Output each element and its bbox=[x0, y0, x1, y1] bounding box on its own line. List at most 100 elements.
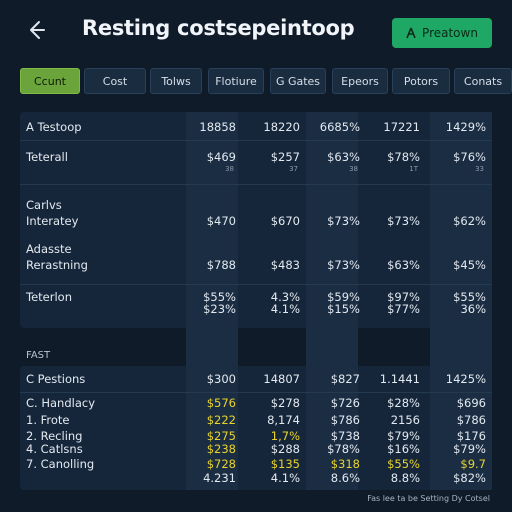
column-band bbox=[306, 112, 358, 490]
table-cell: 1429% bbox=[445, 120, 486, 134]
table-cell: $728 bbox=[206, 457, 236, 471]
table-cell: 2156 bbox=[390, 413, 420, 427]
cell-subtext: 33 bbox=[475, 165, 484, 173]
table-cell: $222 bbox=[206, 413, 236, 427]
table-cell: 17221 bbox=[383, 120, 420, 134]
table-cell: $788 bbox=[206, 258, 236, 272]
table-cell: 36% bbox=[460, 302, 486, 316]
row-label: 7. Canolling bbox=[26, 457, 95, 471]
table-cell: $483 bbox=[270, 258, 300, 272]
user-icon bbox=[406, 27, 416, 39]
row-label: C Pestions bbox=[26, 372, 86, 386]
table-cell: $73% bbox=[327, 214, 360, 228]
row-label: C. Handlacy bbox=[26, 396, 95, 410]
table-cell: 1425% bbox=[445, 372, 486, 386]
table-cell: 6685% bbox=[319, 120, 360, 134]
tab-cost[interactable]: Cost bbox=[84, 68, 146, 94]
table-cell: 18858 bbox=[199, 120, 236, 134]
table-cell: 4.1% bbox=[270, 471, 300, 485]
row-label: Interatey bbox=[26, 214, 79, 228]
row-label: 4. Catlsns bbox=[26, 442, 83, 456]
column-band bbox=[186, 112, 238, 490]
table-panel-top bbox=[20, 112, 492, 328]
back-arrow-icon[interactable] bbox=[24, 18, 48, 42]
divider bbox=[20, 284, 492, 285]
table-panel-bottom bbox=[20, 366, 492, 490]
table-cell: $469 bbox=[206, 150, 236, 164]
table-cell: 1,7% bbox=[270, 429, 300, 443]
table-cell: $726 bbox=[330, 396, 360, 410]
table-cell: $73% bbox=[387, 214, 420, 228]
table-cell: 8.6% bbox=[330, 471, 360, 485]
tab-epeors[interactable]: Epeors bbox=[332, 68, 388, 94]
row-label: Rerastning bbox=[26, 258, 88, 272]
row-label: 2. Recling bbox=[26, 429, 83, 443]
section-label: FAST bbox=[26, 350, 51, 361]
table-cell: $45% bbox=[453, 258, 486, 272]
tab-tolws[interactable]: Tolws bbox=[150, 68, 202, 94]
table-cell: $16% bbox=[387, 442, 420, 456]
tab-potors[interactable]: Potors bbox=[392, 68, 450, 94]
divider bbox=[20, 392, 492, 393]
cell-subtext: 1T bbox=[409, 165, 418, 173]
table-cell: $278 bbox=[270, 396, 300, 410]
footer-note: Fas lee ta be Setting Dy Cotsel bbox=[367, 494, 490, 503]
table-cell: $63% bbox=[327, 150, 360, 164]
row-label: Teterlon bbox=[26, 290, 72, 304]
table-cell: $76% bbox=[453, 150, 486, 164]
table-cell: $786 bbox=[330, 413, 360, 427]
table-cell: $62% bbox=[453, 214, 486, 228]
row-label: A Testoop bbox=[26, 120, 82, 134]
table-cell: 4.3% bbox=[270, 290, 300, 304]
table-cell: $670 bbox=[270, 214, 300, 228]
table-cell: $786 bbox=[456, 413, 486, 427]
table-cell: $15% bbox=[327, 302, 360, 316]
tab-ggates[interactable]: G Gates bbox=[270, 68, 326, 94]
table-cell: $77% bbox=[387, 302, 420, 316]
table-cell: 4.1% bbox=[270, 302, 300, 316]
row-label: Adasste bbox=[26, 242, 72, 256]
cell-subtext: 38 bbox=[349, 165, 358, 173]
row-label: Teterall bbox=[26, 150, 68, 164]
table-cell: $63% bbox=[387, 258, 420, 272]
table-cell: $696 bbox=[456, 396, 486, 410]
table-cell: $28% bbox=[387, 396, 420, 410]
cell-subtext: 38 bbox=[225, 165, 234, 173]
table-cell: 18220 bbox=[263, 120, 300, 134]
tab-conats[interactable]: Conats bbox=[454, 68, 512, 94]
table-cell: $59% bbox=[327, 290, 360, 304]
table-cell: $78% bbox=[327, 442, 360, 456]
row-label: Carlvs bbox=[26, 198, 62, 212]
table-cell: $135 bbox=[270, 457, 300, 471]
table-cell: $97% bbox=[387, 290, 420, 304]
row-label: 1. Frote bbox=[26, 413, 70, 427]
table-cell: $55% bbox=[203, 290, 236, 304]
preatown-button[interactable]: Preatown bbox=[392, 18, 492, 48]
page-title: Resting costsepeintoop bbox=[82, 16, 355, 40]
table-cell: $257 bbox=[270, 150, 300, 164]
table-cell: 4.231 bbox=[203, 471, 236, 485]
preatown-button-label: Preatown bbox=[422, 26, 478, 40]
table-cell: $79% bbox=[453, 442, 486, 456]
table-cell: $55% bbox=[453, 290, 486, 304]
table-cell: 1.1441 bbox=[379, 372, 420, 386]
table-cell: $23% bbox=[203, 302, 236, 316]
tab-ccunt[interactable]: Ccunt bbox=[20, 68, 80, 94]
table-cell: $275 bbox=[206, 429, 236, 443]
cell-subtext: 37 bbox=[289, 165, 298, 173]
table-cell: $576 bbox=[206, 396, 236, 410]
table-cell: $288 bbox=[270, 442, 300, 456]
table-cell: $738 bbox=[330, 429, 360, 443]
table-cell: $470 bbox=[206, 214, 236, 228]
divider bbox=[20, 140, 492, 141]
tab-flotiure[interactable]: Flotiure bbox=[208, 68, 264, 94]
table-cell: 14807 bbox=[263, 372, 300, 386]
table-cell: $9.7 bbox=[460, 457, 486, 471]
table-cell: $176 bbox=[456, 429, 486, 443]
table-cell: 8,174 bbox=[267, 413, 300, 427]
table-cell: $55% bbox=[387, 457, 420, 471]
table-cell: $82% bbox=[453, 471, 486, 485]
table-cell: $318 bbox=[330, 457, 360, 471]
divider bbox=[20, 184, 492, 185]
column-band bbox=[430, 112, 492, 490]
